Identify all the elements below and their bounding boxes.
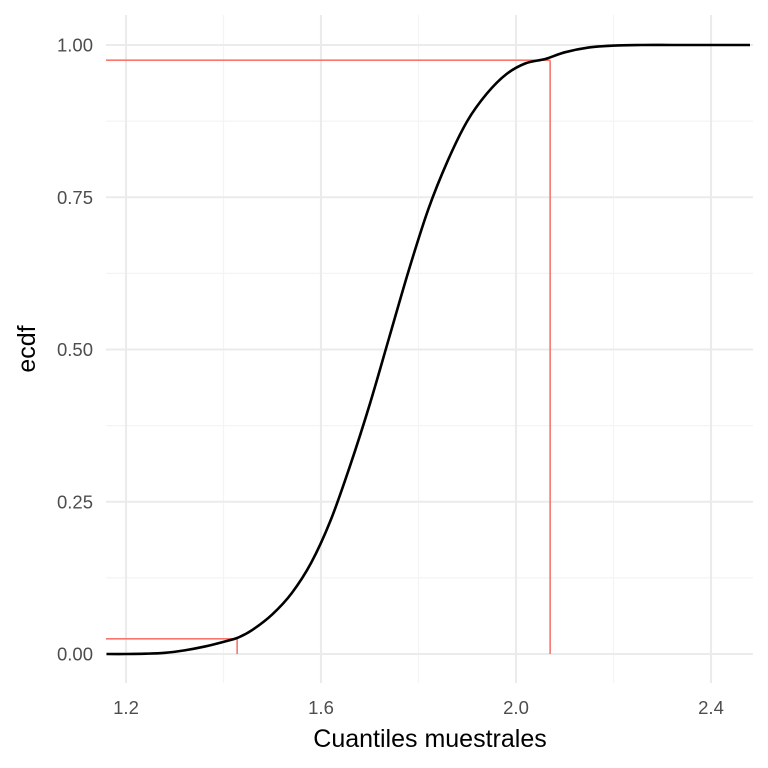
y-tick-label: 0.00 bbox=[57, 644, 93, 665]
ecdf-curve-group bbox=[106, 43, 750, 656]
x-tick-label: 1.2 bbox=[113, 697, 139, 718]
y-tick-label: 1.00 bbox=[57, 35, 93, 56]
y-tick-label: 0.25 bbox=[57, 491, 93, 512]
ecdf-curve bbox=[106, 43, 750, 656]
y-tick-label: 0.75 bbox=[57, 187, 93, 208]
y-axis-title: ecdf bbox=[13, 325, 41, 372]
major-gridlines bbox=[106, 15, 753, 683]
x-axis-title: Cuantiles muestrales bbox=[313, 725, 546, 753]
x-tick-label: 1.6 bbox=[308, 697, 334, 718]
x-axis-tick-labels: 1.2 1.6 2.0 2.4 bbox=[113, 697, 724, 718]
x-tick-label: 2.0 bbox=[503, 697, 529, 718]
x-tick-label: 2.4 bbox=[698, 697, 724, 718]
y-tick-label: 0.50 bbox=[57, 339, 93, 360]
quantile-reference-lines bbox=[106, 59, 551, 654]
y-axis-tick-labels: 0.00 0.25 0.50 0.75 1.00 bbox=[57, 35, 93, 665]
